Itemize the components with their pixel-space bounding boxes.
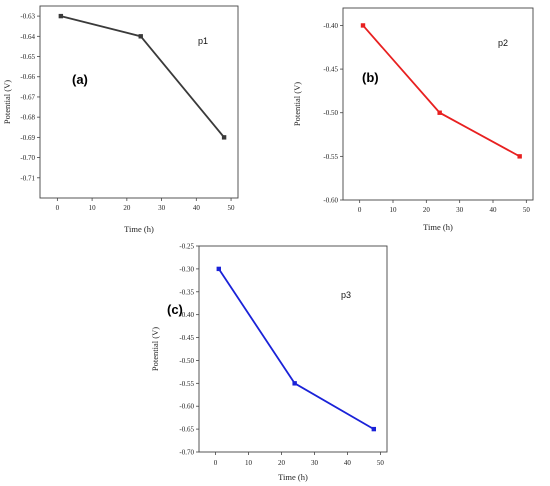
x-tick-label-a-0: 0 bbox=[56, 204, 60, 212]
y-tick-label-c-3: -0.40 bbox=[179, 311, 194, 319]
data-point-c-0 bbox=[216, 266, 221, 272]
y-tick-label-c-9: -0.70 bbox=[179, 449, 194, 457]
data-point-b-0 bbox=[360, 23, 366, 28]
x-tick-label-b-2: 20 bbox=[423, 206, 431, 214]
y-axis-label-b: Potential (V) bbox=[292, 82, 302, 126]
data-point-b-2 bbox=[517, 154, 522, 159]
x-tick-label-c-5: 50 bbox=[377, 459, 385, 467]
x-tick-label-c-4: 40 bbox=[344, 459, 352, 467]
x-tick-label-b-3: 30 bbox=[456, 206, 464, 214]
x-tick-label-c-0: 0 bbox=[214, 459, 218, 467]
plot-frame-b bbox=[342, 7, 534, 201]
x-axis-label-a: Time (h) bbox=[124, 224, 154, 234]
data-point-c-2 bbox=[371, 426, 377, 432]
x-tick-label-c-3: 30 bbox=[311, 459, 319, 467]
y-tick-label-a-4: -0.67 bbox=[20, 93, 35, 101]
data-point-a-1 bbox=[138, 34, 143, 39]
x-tick-label-a-3: 30 bbox=[158, 204, 166, 212]
x-tick-label-b-4: 40 bbox=[490, 206, 498, 214]
x-tick-label-b-1: 10 bbox=[390, 206, 398, 214]
y-tick-label-a-6: -0.69 bbox=[20, 134, 35, 142]
y-axis-label-a: Potential (V) bbox=[2, 80, 12, 124]
x-tick-label-b-0: 0 bbox=[358, 206, 362, 214]
panel-label-a: (a) bbox=[72, 72, 88, 87]
x-axis-label-c: Time (h) bbox=[278, 472, 308, 482]
y-tick-label-c-7: -0.60 bbox=[179, 403, 194, 411]
y-tick-label-c-0: -0.25 bbox=[179, 243, 194, 251]
panel-label-c: (c) bbox=[167, 302, 183, 317]
y-tick-label-a-2: -0.65 bbox=[20, 53, 35, 61]
x-tick-label-a-5: 50 bbox=[228, 204, 236, 212]
x-tick-label-a-2: 20 bbox=[123, 204, 131, 212]
series-line-b bbox=[362, 24, 521, 158]
y-tick-label-a-3: -0.66 bbox=[20, 73, 35, 81]
chart-panel-b: 0 10 20 30 40 50 -0.40 -0.45 -0.50 -0.55 -0.60 Time… bbox=[280, 0, 550, 240]
plot-frame-c bbox=[198, 245, 388, 453]
y-tick-label-b-2: -0.50 bbox=[323, 109, 338, 117]
y-axis-label-c: Potential (V) bbox=[150, 327, 160, 371]
y-tick-label-a-5: -0.68 bbox=[20, 114, 35, 122]
y-tick-label-c-2: -0.35 bbox=[179, 288, 194, 296]
y-tick-label-c-8: -0.65 bbox=[179, 426, 194, 434]
y-tick-label-c-1: -0.30 bbox=[179, 265, 194, 273]
y-tick-label-a-0: -0.63 bbox=[20, 13, 35, 21]
data-point-a-0 bbox=[58, 13, 64, 19]
chart-b-svg: 0 10 20 30 40 50 -0.40 -0.45 -0.50 -0.55 -0.60 Time… bbox=[292, 7, 534, 232]
x-tick-label-c-2: 20 bbox=[278, 459, 286, 467]
x-tick-label-a-4: 40 bbox=[193, 204, 201, 212]
series-label-b: p2 bbox=[498, 38, 508, 48]
y-tick-label-b-3: -0.55 bbox=[323, 153, 338, 161]
series-label-a: p1 bbox=[198, 36, 208, 46]
y-tick-label-a-8: -0.71 bbox=[20, 174, 35, 182]
y-tick-label-a-7: -0.70 bbox=[20, 154, 35, 162]
y-tick-label-c-5: -0.50 bbox=[179, 357, 194, 365]
data-point-a-2 bbox=[221, 135, 227, 140]
chart-panel-a: 0 10 20 30 40 50 -0.63 -0.64 -0.65 -0.66 -0.67 -0.6… bbox=[0, 0, 270, 240]
x-tick-label-b-5: 50 bbox=[523, 206, 531, 214]
chart-panel-c: 0 10 20 30 40 50 -0.25 -0.30 -0.35 -0.40 -0.45 -0.5… bbox=[145, 240, 410, 486]
y-tick-label-c-6: -0.55 bbox=[179, 380, 194, 388]
x-tick-label-a-1: 10 bbox=[89, 204, 97, 212]
x-axis-label-b: Time (h) bbox=[423, 222, 453, 232]
x-tick-label-c-1: 10 bbox=[245, 459, 253, 467]
plot-frame-a bbox=[39, 5, 239, 199]
panel-label-b: (b) bbox=[362, 70, 379, 85]
y-tick-label-b-0: -0.40 bbox=[323, 22, 338, 30]
y-tick-label-b-1: -0.45 bbox=[323, 66, 338, 74]
chart-c-svg: 0 10 20 30 40 50 -0.25 -0.30 -0.35 -0.40 -0.45 -0.5… bbox=[150, 243, 388, 482]
data-point-c-1 bbox=[292, 381, 297, 386]
data-point-b-1 bbox=[437, 110, 442, 115]
chart-a-svg: 0 10 20 30 40 50 -0.63 -0.64 -0.65 -0.66 -0.67 -0.6… bbox=[2, 5, 239, 234]
series-label-c: p3 bbox=[341, 290, 351, 300]
y-tick-label-c-4: -0.45 bbox=[179, 334, 194, 342]
y-tick-label-b-4: -0.60 bbox=[323, 197, 338, 205]
y-tick-label-a-1: -0.64 bbox=[20, 33, 35, 41]
